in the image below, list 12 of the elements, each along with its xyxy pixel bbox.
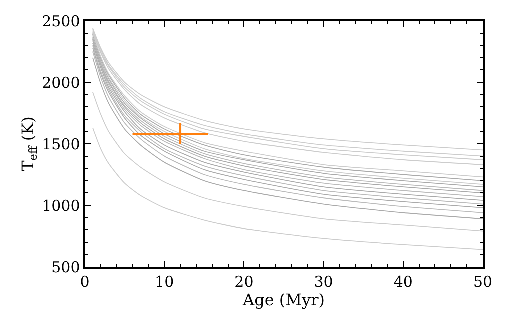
x-axis-title: Age (Myr) <box>242 290 325 310</box>
y-tick-label: 1000 <box>42 196 80 215</box>
y-tick-label: 2500 <box>42 12 80 30</box>
x-tick-label: 40 <box>394 272 413 291</box>
x-tick-label: 30 <box>314 272 334 291</box>
x-tick-label: 0 <box>80 272 90 291</box>
x-tick-label: 10 <box>155 272 174 291</box>
y-tick-label: 2000 <box>42 74 80 92</box>
y-tick-label: 1500 <box>42 135 80 154</box>
x-tick-label: 50 <box>473 272 493 291</box>
y-tick-label: 500 <box>52 258 80 276</box>
x-tick-label: 20 <box>234 272 254 291</box>
